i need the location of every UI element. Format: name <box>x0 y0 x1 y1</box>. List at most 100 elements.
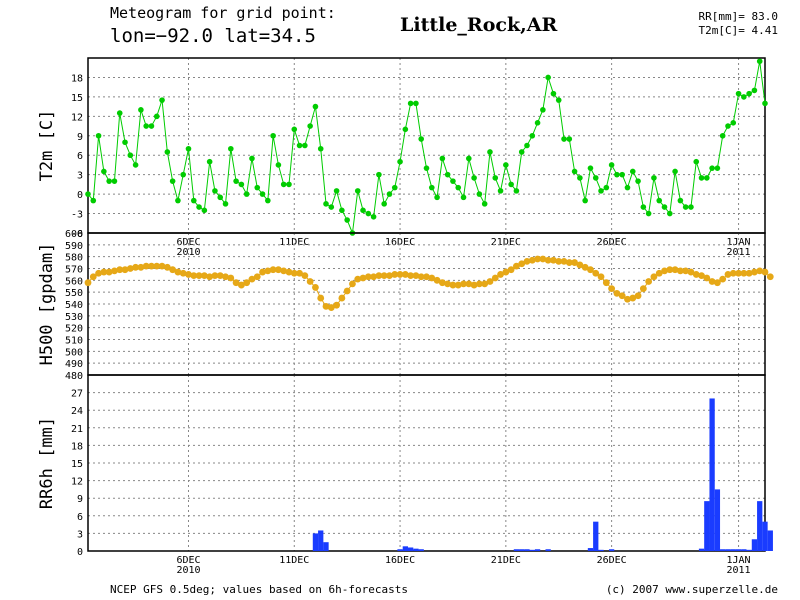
data-point <box>502 268 510 276</box>
data-point <box>386 191 393 197</box>
precip-bar <box>413 548 419 551</box>
data-point <box>206 158 213 165</box>
y-tick-label: 0 <box>77 190 83 201</box>
data-point <box>370 213 377 220</box>
data-point <box>571 259 578 266</box>
data-point <box>359 274 367 282</box>
y-axis-label: T2m [C] <box>37 110 57 182</box>
date-tick-label: 1JAN <box>727 237 751 248</box>
data-point <box>756 58 763 65</box>
station-name: Little_Rock,AR <box>400 14 558 36</box>
data-point <box>539 255 547 263</box>
data-point <box>195 272 203 279</box>
data-point <box>592 175 599 181</box>
data-point <box>629 168 636 175</box>
data-point <box>624 295 631 303</box>
y-tick-label: 18 <box>71 73 83 84</box>
date-tick-label: 16DEC <box>385 555 415 566</box>
precip-bar <box>741 549 747 551</box>
data-point <box>280 267 288 275</box>
data-point <box>645 210 652 217</box>
precip-bar <box>524 549 530 551</box>
data-point <box>455 184 462 191</box>
data-point <box>227 274 235 282</box>
data-point <box>322 302 330 310</box>
data-point <box>629 294 637 302</box>
data-point <box>216 272 224 279</box>
y-tick-label: 500 <box>65 347 83 358</box>
y-tick-label: 18 <box>71 441 83 452</box>
data-point <box>513 188 520 194</box>
data-point <box>163 263 171 271</box>
data-point <box>391 271 399 278</box>
data-point <box>164 149 171 155</box>
data-point <box>222 273 229 281</box>
data-point <box>666 266 674 274</box>
data-point <box>158 262 166 270</box>
precip-bar <box>312 533 319 551</box>
data-point <box>397 158 403 165</box>
y-tick-label: 530 <box>65 312 83 323</box>
data-point <box>581 263 589 271</box>
data-point <box>582 197 588 204</box>
data-point <box>269 266 277 274</box>
data-point <box>280 181 287 188</box>
data-point <box>650 273 658 281</box>
data-point <box>766 273 774 281</box>
data-point <box>365 210 372 217</box>
y-tick-label: 15 <box>71 459 83 470</box>
data-point <box>619 171 625 178</box>
data-point <box>682 267 690 275</box>
data-point <box>376 171 382 178</box>
date-tick-label: 11DEC <box>279 237 309 248</box>
data-point <box>713 279 721 287</box>
data-point <box>290 269 298 277</box>
data-point <box>745 269 753 277</box>
date-tick-year: 2010 <box>176 565 200 576</box>
data-point <box>423 273 430 281</box>
precip-bar <box>698 548 705 551</box>
precip-bar <box>529 549 535 551</box>
data-point <box>704 175 710 181</box>
data-point <box>518 149 525 155</box>
data-point <box>698 272 705 279</box>
data-point <box>317 145 324 152</box>
data-point <box>222 201 229 207</box>
date-tick-label: 11DEC <box>279 555 309 566</box>
precip-bar <box>534 549 541 551</box>
data-point <box>475 280 483 288</box>
date-tick-label: 16DEC <box>385 237 415 248</box>
precip-bar <box>767 530 773 551</box>
precip-bar <box>704 501 710 551</box>
y-tick-label: 9 <box>77 132 83 143</box>
data-point <box>603 184 610 191</box>
data-point <box>423 165 430 171</box>
data-point <box>333 188 340 194</box>
data-point <box>587 266 594 274</box>
data-point <box>735 269 742 277</box>
data-point <box>402 126 409 133</box>
precip-total: RR[mm]= 83.0 <box>698 10 778 23</box>
data-point <box>692 271 700 278</box>
precip-bar <box>418 549 424 551</box>
data-point <box>741 94 747 100</box>
data-point <box>528 256 536 264</box>
data-point <box>751 87 758 94</box>
data-point <box>148 262 155 270</box>
data-point <box>481 201 488 207</box>
data-point <box>296 142 303 149</box>
data-source-note: NCEP GFS 0.5deg; values based on 6h-fore… <box>110 583 409 596</box>
data-point <box>682 204 689 210</box>
data-point <box>248 275 256 283</box>
data-point <box>105 268 113 276</box>
data-point <box>237 281 245 289</box>
data-point <box>476 191 483 197</box>
data-point <box>259 268 266 276</box>
precip-bar <box>587 548 594 551</box>
data-point <box>122 139 128 146</box>
precip-bar <box>402 546 408 551</box>
data-point <box>143 123 149 129</box>
data-point <box>497 188 504 194</box>
data-point <box>190 272 198 279</box>
